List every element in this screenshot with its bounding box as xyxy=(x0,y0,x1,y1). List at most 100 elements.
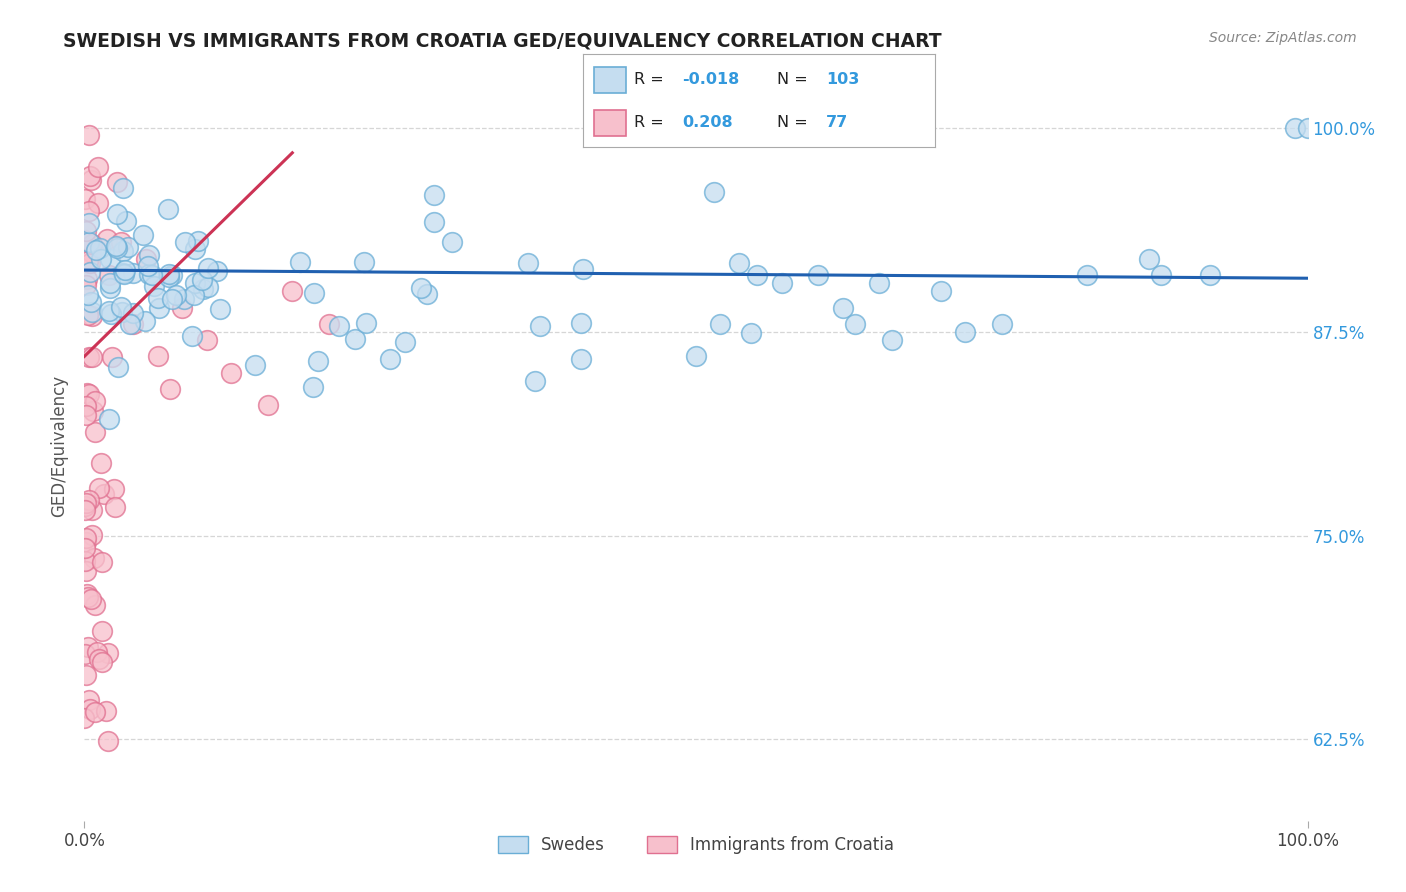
Point xyxy=(135,252,157,266)
Text: 103: 103 xyxy=(827,72,859,87)
Point xyxy=(100,252,122,266)
Point xyxy=(112,268,135,282)
Point xyxy=(75,668,97,682)
Point xyxy=(422,188,444,202)
Point xyxy=(76,591,98,605)
Point xyxy=(115,213,138,227)
Point xyxy=(80,173,103,187)
Point xyxy=(80,591,103,606)
Point xyxy=(1198,268,1220,282)
Point xyxy=(84,598,107,612)
Point xyxy=(98,276,121,290)
Point xyxy=(138,267,160,281)
Text: 77: 77 xyxy=(827,115,848,130)
Text: SWEDISH VS IMMIGRANTS FROM CROATIA GED/EQUIVALENCY CORRELATION CHART: SWEDISH VS IMMIGRANTS FROM CROATIA GED/E… xyxy=(63,31,942,50)
Point xyxy=(83,393,105,408)
Point xyxy=(183,242,205,256)
Point xyxy=(131,228,153,243)
Point xyxy=(87,481,110,495)
Text: Source: ZipAtlas.com: Source: ZipAtlas.com xyxy=(1209,31,1357,45)
Point xyxy=(80,309,103,323)
Point xyxy=(75,534,97,549)
Point xyxy=(79,169,101,184)
Point xyxy=(90,456,112,470)
Point xyxy=(89,241,111,255)
Point xyxy=(1296,121,1319,136)
Point xyxy=(243,358,266,372)
Point xyxy=(100,307,122,321)
Point xyxy=(73,499,96,513)
Point xyxy=(79,235,101,250)
Point xyxy=(105,241,128,255)
Text: -0.018: -0.018 xyxy=(682,72,740,87)
Point xyxy=(75,278,97,293)
Point xyxy=(440,235,463,249)
Point xyxy=(288,255,311,269)
Point xyxy=(343,333,366,347)
Point xyxy=(184,276,207,290)
Point xyxy=(685,350,707,364)
Point xyxy=(80,304,103,318)
Point xyxy=(105,207,128,221)
Point xyxy=(76,587,98,601)
Point xyxy=(328,318,350,333)
Point xyxy=(1076,268,1098,282)
Point xyxy=(76,385,98,400)
Legend: Swedes, Immigrants from Croatia: Swedes, Immigrants from Croatia xyxy=(491,830,901,861)
Point xyxy=(529,318,551,333)
Point xyxy=(1150,268,1173,282)
Point xyxy=(747,268,769,282)
Point xyxy=(134,314,156,328)
Point xyxy=(75,496,97,510)
Point xyxy=(187,234,209,248)
Point xyxy=(648,89,671,103)
Text: R =: R = xyxy=(634,115,669,130)
Point xyxy=(103,482,125,496)
Point xyxy=(75,193,97,207)
Point xyxy=(157,270,180,285)
Point xyxy=(76,640,98,655)
Bar xyxy=(593,67,626,93)
Point xyxy=(991,317,1014,331)
Point xyxy=(1137,252,1160,266)
Point xyxy=(79,264,101,278)
Point xyxy=(281,285,304,299)
Point xyxy=(90,252,112,266)
Point xyxy=(257,398,280,412)
Point xyxy=(90,555,112,569)
Point xyxy=(173,292,195,306)
Point xyxy=(160,293,183,307)
Point xyxy=(143,278,166,293)
Point xyxy=(75,409,97,423)
Point xyxy=(97,734,120,748)
Point xyxy=(97,646,120,660)
Point xyxy=(807,268,830,282)
Point xyxy=(86,645,108,659)
Point xyxy=(740,326,762,340)
Point xyxy=(73,554,96,568)
Point xyxy=(98,411,121,425)
Text: 0.208: 0.208 xyxy=(682,115,733,130)
Point xyxy=(148,301,170,316)
Point xyxy=(709,317,731,331)
Point xyxy=(73,710,96,724)
Point xyxy=(146,350,169,364)
Point xyxy=(160,268,183,283)
Bar xyxy=(593,110,626,136)
Point xyxy=(122,317,145,331)
Point xyxy=(174,235,197,249)
Point xyxy=(77,350,100,364)
Point xyxy=(111,304,134,318)
Point xyxy=(77,386,100,401)
Point xyxy=(195,333,218,347)
Point xyxy=(423,215,446,229)
Point xyxy=(524,374,547,388)
Point xyxy=(394,335,416,350)
Point xyxy=(953,325,976,339)
Point xyxy=(165,287,187,301)
Point xyxy=(197,261,219,276)
Text: R =: R = xyxy=(634,72,669,87)
Point xyxy=(181,329,204,343)
Point xyxy=(880,333,903,347)
Point xyxy=(354,316,377,330)
